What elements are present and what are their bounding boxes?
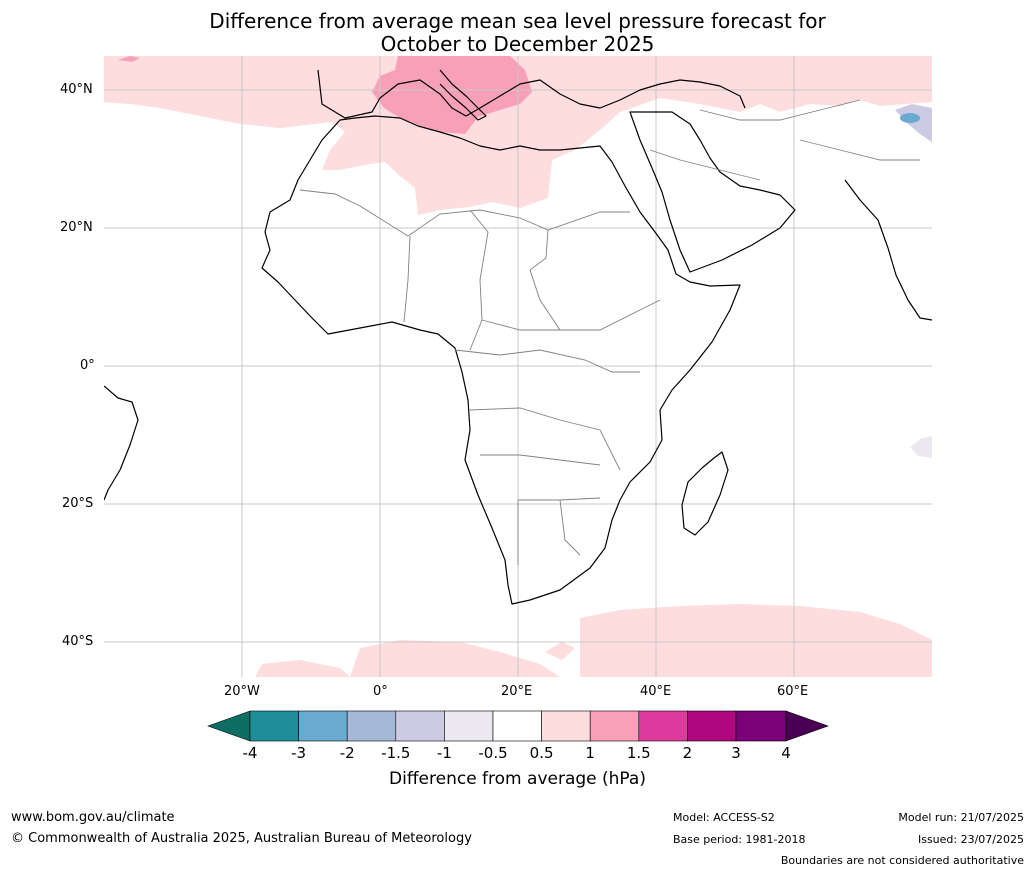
colorbar-title: Difference from average (hPa): [389, 769, 646, 789]
madagascar-coast: [681, 451, 729, 536]
anomaly-south-3: [255, 660, 350, 677]
footer-boundaries-note: Boundaries are not considered authoritat…: [780, 854, 1024, 867]
lon-label: 40°E: [640, 684, 672, 699]
anomaly-south-2: [350, 640, 560, 677]
colorbar-tick-label: -3: [291, 744, 307, 762]
europe-coast: [317, 69, 746, 119]
colorbar: [207, 710, 829, 742]
colorbar-bin: [298, 710, 348, 742]
africa-coast: [261, 115, 741, 605]
title-line-1: Difference from average mean sea level p…: [209, 9, 826, 33]
lon-label: 0°: [373, 684, 388, 699]
lat-label: 0°: [80, 358, 95, 373]
colorbar-max-extend: [785, 710, 829, 742]
footer-model-run: Model run: 21/07/2025: [898, 811, 1024, 824]
colorbar-bin: [687, 710, 737, 742]
colorbar-bin: [541, 710, 591, 742]
lat-label: 20°N: [60, 220, 93, 235]
lat-label: 40°S: [62, 634, 94, 649]
footer-issued: Issued: 23/07/2025: [917, 833, 1024, 846]
arabia-coast: [629, 111, 796, 273]
map-title: Difference from average mean sea level p…: [0, 10, 1035, 56]
anomaly-small-nw: [118, 56, 140, 62]
colorbar-bin: [638, 710, 688, 742]
colorbar-tick-label: 1.5: [626, 744, 651, 762]
italy-coast: [439, 69, 487, 121]
colorbar-bin: [735, 710, 787, 742]
lon-label: 20°W: [224, 684, 260, 699]
colorbar-bin: [444, 710, 494, 742]
anomaly-east-indian: [910, 436, 932, 458]
borders: [299, 99, 920, 565]
colorbar-tick-label: 0.5: [529, 744, 554, 762]
title-line-2: October to December 2025: [380, 32, 655, 56]
colorbar-bin: [589, 710, 640, 742]
anomaly-south-4: [545, 642, 575, 660]
colorbar-tick-label: 4: [781, 744, 791, 762]
colorbar-tick-label: 3: [731, 744, 741, 762]
coastlines: [104, 69, 932, 605]
lat-label: 40°N: [60, 82, 93, 97]
colorbar-bin: [395, 710, 445, 742]
lon-label: 20°E: [501, 684, 533, 699]
india-coast: [844, 179, 932, 321]
footer-model: Model: ACCESS-S2: [673, 811, 775, 824]
colorbar-tick-label: 2: [682, 744, 693, 762]
map-area: [104, 56, 932, 677]
anomaly-south: [580, 604, 932, 677]
colorbar-bin: [346, 710, 397, 742]
colorbar-tick-label: -1: [436, 744, 452, 762]
colorbar-tick-label: 1: [585, 744, 595, 762]
colorbar-tick-label: -0.5: [478, 744, 508, 762]
lon-label: 60°E: [777, 684, 809, 699]
south-america-coast: [104, 385, 139, 501]
colorbar-bin: [492, 710, 542, 742]
lat-label: 20°S: [62, 496, 94, 511]
colorbar-tick-label: -2: [339, 744, 355, 762]
colorbar-tick-label: -1.5: [381, 744, 411, 762]
colorbar-tick-label: -4: [242, 744, 258, 762]
anomaly-himalaya-core: [900, 113, 920, 123]
colorbar-bin: [249, 710, 299, 742]
colorbar-min-extend: [207, 710, 251, 742]
footer-base-period: Base period: 1981-2018: [673, 833, 806, 846]
anomaly-himalaya: [895, 104, 932, 142]
footer-website: www.bom.gov.au/climate: [11, 810, 175, 825]
footer-copyright: © Commonwealth of Australia 2025, Austra…: [11, 831, 472, 846]
anomaly-mediterranean: [372, 56, 532, 134]
